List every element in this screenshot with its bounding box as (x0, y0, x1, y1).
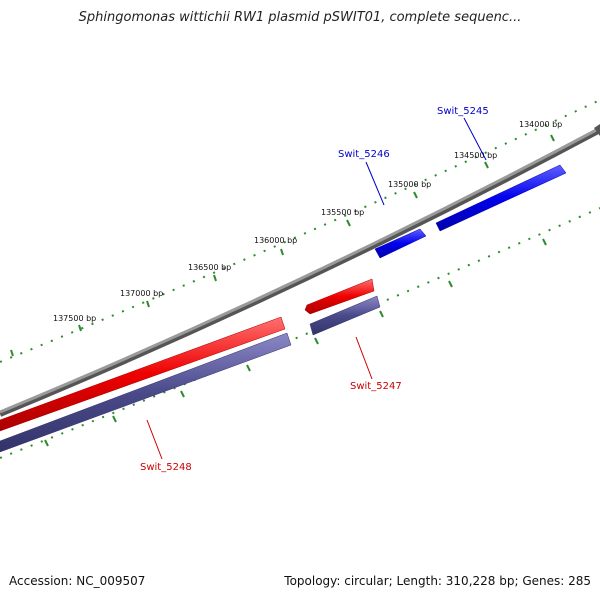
tick-label: 136000 bp (254, 236, 297, 245)
gene-label-swit-5246[interactable]: Swit_5246 (338, 149, 390, 160)
gene-label-swit-5247[interactable]: Swit_5247 (350, 381, 402, 392)
inner-tick-track (0, 207, 600, 459)
tick-label: 134000 bp (519, 120, 562, 129)
outer-tick-track (0, 99, 600, 363)
gene-swit-5246[interactable] (374, 228, 427, 259)
outer-major-ticks (10, 134, 555, 357)
topology-summary: Topology: circular; Length: 310,228 bp; … (284, 574, 591, 588)
tick-label: 135500 bp (321, 208, 364, 217)
tick-label: 137500 bp (53, 314, 96, 323)
gene-swit-5245[interactable] (435, 164, 567, 232)
tick-label: 134500 bp (454, 151, 497, 160)
tick-label: 135000 bp (388, 180, 431, 189)
gene-label-swit-5248[interactable]: Swit_5248 (140, 462, 192, 473)
tick-label: 136500 bp (188, 263, 231, 272)
gene-swit-5247[interactable] (304, 278, 375, 315)
tick-labels: 134000 bp 134500 bp 135000 bp 135500 bp … (53, 120, 562, 323)
cds-swit-5248[interactable] (0, 332, 292, 453)
inner-major-ticks (44, 238, 547, 447)
tick-label: 137000 bp (120, 289, 163, 298)
map-title: Sphingomonas wittichii RW1 plasmid pSWIT… (78, 10, 522, 25)
gene-swit-5248[interactable] (0, 316, 286, 432)
sequence-backbone (0, 124, 600, 417)
cds-swit-5247[interactable] (309, 295, 381, 336)
label-leader-lines (146, 117, 487, 460)
gene-label-swit-5245[interactable]: Swit_5245 (437, 106, 489, 117)
accession-text: Accession: NC_009507 (9, 574, 146, 588)
